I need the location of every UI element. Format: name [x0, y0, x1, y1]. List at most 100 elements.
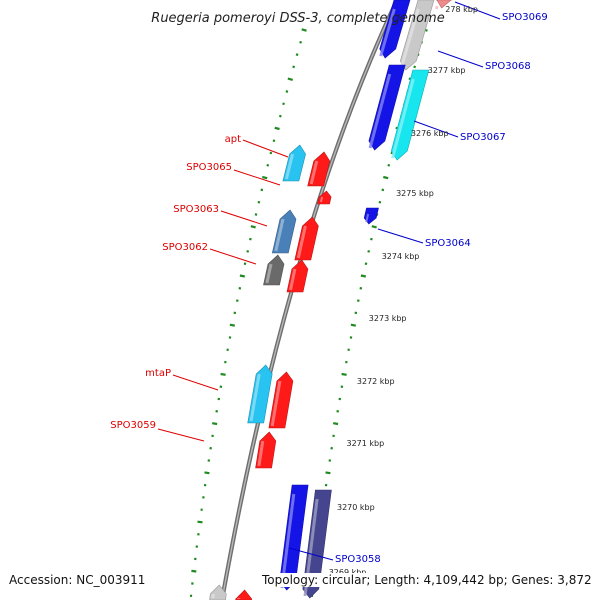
leader-line — [242, 139, 289, 158]
leader-line — [157, 428, 205, 442]
outer-tick — [360, 274, 367, 278]
scale-tick-label: 3271 kbp — [347, 439, 385, 448]
gene-arrow-spo3059[interactable] — [255, 431, 277, 469]
inner-tick — [285, 90, 289, 93]
gene-arrow-spo3064[interactable] — [363, 207, 379, 225]
outer-tick — [387, 163, 391, 167]
gene-label-spo3059[interactable]: SPO3059 — [110, 420, 156, 431]
inner-tick — [269, 151, 273, 155]
gene-label-apt[interactable]: apt — [225, 134, 241, 145]
inner-tick — [250, 225, 256, 229]
inner-tick — [292, 65, 296, 69]
inner-tick — [239, 274, 246, 278]
gene-arrow-shine — [309, 160, 319, 185]
gene-arrow-spo3065[interactable] — [317, 190, 332, 205]
inner-tick — [262, 175, 268, 180]
gene-arrow-spo3068[interactable] — [399, 0, 435, 71]
gene-arrow-shine — [274, 218, 285, 252]
outer-tick — [413, 65, 417, 69]
scale-tick-label: 278 kbp — [445, 5, 478, 14]
gene-features — [209, 0, 453, 600]
outer-tick — [333, 422, 339, 426]
leader-line — [288, 547, 334, 561]
gene-arrow-shine — [265, 263, 273, 284]
inner-tick — [295, 53, 299, 56]
gene-label-spo3065[interactable]: SPO3065 — [186, 162, 232, 173]
gene-arrow-shine — [284, 153, 295, 180]
gene-label-spo3062[interactable]: SPO3062 — [162, 242, 208, 253]
gene-label-spo3068[interactable]: SPO3068 — [485, 61, 531, 72]
gene-arrow-mtap[interactable] — [268, 371, 294, 429]
gene-arrow-shine — [249, 373, 261, 422]
gene-arrow-body — [379, 0, 411, 59]
summary-text: Topology: circular; Length: 4,109,442 bp… — [260, 573, 594, 587]
gene-label-mtap[interactable]: mtaP — [145, 368, 171, 379]
scale-tick-label: 3275 kbp — [396, 189, 434, 198]
leader-line — [233, 169, 281, 186]
gene-arrow-shine — [391, 78, 415, 159]
gene-arrow-shine — [379, 8, 396, 57]
gene-arrow-body — [235, 589, 253, 600]
gene-label-spo3067[interactable]: SPO3067 — [460, 132, 506, 143]
gene-arrow-body — [363, 207, 379, 225]
inner-tick — [204, 471, 210, 475]
scale-tick-labels: 3269 kbp 3270 kbp 3271 kbp 3272 kbp 3273 kbp… — [329, 5, 478, 577]
inner-tick — [301, 28, 307, 32]
gene-arrow-spo3057[interactable] — [209, 584, 227, 600]
inner-tick — [266, 163, 270, 167]
gene-arrow-body — [435, 0, 453, 9]
gene-arrow-spo3067[interactable] — [390, 69, 430, 161]
inner-tick — [257, 200, 261, 204]
scale-tick-label: 3269 kbp — [329, 568, 367, 577]
map-title: Ruegeria pomeroyi DSS-3, complete genome — [151, 11, 444, 26]
outer-tick — [341, 372, 347, 376]
gene-arrow-shine — [368, 73, 392, 149]
gene-arrow-shine — [270, 380, 282, 427]
outer-tick — [383, 175, 389, 180]
gene-arrow-apt[interactable] — [282, 144, 306, 182]
inner-tick — [229, 323, 236, 327]
gene-label-spo3069[interactable]: SPO3069 — [502, 12, 548, 23]
leader-line — [437, 50, 484, 68]
gene-arrow-spo3063[interactable] — [294, 216, 319, 261]
gene-arrow-shine — [399, 8, 420, 69]
gene-arrow-spo3063[interactable] — [271, 209, 297, 254]
gene-arrow-shine — [257, 440, 265, 467]
inner-tick — [260, 188, 264, 192]
gene-arrow-shine — [280, 493, 296, 589]
gene-arrow-spo3065[interactable] — [307, 151, 331, 187]
outer-tick — [325, 471, 331, 475]
gene-arrow-mtap[interactable] — [247, 364, 273, 424]
leader-line — [209, 248, 257, 265]
scale-tick-label: 3277 kbp — [428, 66, 466, 75]
gene-label-spo3063[interactable]: SPO3063 — [173, 204, 219, 215]
inner-tick — [212, 422, 218, 426]
leader-line — [172, 374, 219, 391]
scale-tick-label: 3274 kbp — [382, 252, 420, 261]
gene-arrow-spo3069[interactable] — [379, 0, 411, 59]
gene-arrow-shine — [365, 213, 370, 223]
gene-arrow-spo3069[interactable] — [434, 0, 453, 10]
gene-label-spo3058[interactable]: SPO3058 — [335, 554, 381, 565]
gene-arrow-spo3062[interactable] — [286, 259, 309, 293]
gene-arrow-shine — [296, 225, 307, 259]
scale-tick-label: 3276 kbp — [411, 129, 449, 138]
inner-tick — [282, 102, 285, 106]
gene-label-spo3064[interactable]: SPO3064 — [425, 238, 471, 249]
inner-tick — [191, 569, 197, 573]
inner-tick — [287, 77, 294, 81]
scale-tick-label: 3272 kbp — [357, 377, 395, 386]
outer-tick — [371, 225, 377, 229]
outer-tick — [350, 323, 357, 327]
outer-tick — [378, 200, 382, 204]
gene-arrow-spo3062[interactable] — [263, 254, 285, 286]
gene-arrow-body — [302, 489, 332, 599]
inner-tick-ring — [189, 28, 307, 597]
gene-arrow-spo3057[interactable] — [235, 589, 253, 600]
inner-tick — [278, 114, 282, 118]
gene-arrow-spo3067[interactable] — [368, 64, 406, 151]
leader-line — [220, 210, 268, 227]
gene-arrow-shine — [319, 196, 324, 203]
gene-arrow-body — [390, 69, 430, 161]
